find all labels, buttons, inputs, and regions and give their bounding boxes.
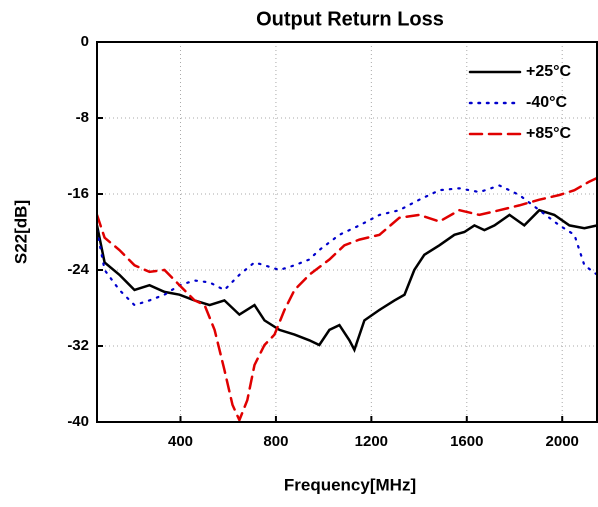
y-tick-label: 0 [81, 33, 89, 50]
x-tick-label: 800 [263, 433, 288, 450]
x-tick-label: 1200 [355, 433, 388, 450]
x-tick-label: 1600 [450, 433, 483, 450]
x-tick-label: 2000 [546, 433, 579, 450]
x-axis-label: Frequency[MHz] [284, 475, 416, 494]
x-tick-label: 400 [168, 433, 193, 450]
legend-label: -40°C [526, 94, 568, 111]
series-line [97, 176, 598, 422]
y-axis-label: S22[dB] [11, 200, 30, 264]
y-tick-label: -16 [67, 185, 89, 202]
legend-label: +25°C [526, 63, 572, 80]
plot-area [97, 176, 598, 422]
series-line [97, 184, 598, 307]
y-tick-label: -32 [67, 337, 89, 354]
legend-label: +85°C [526, 125, 572, 142]
y-tick-label: -8 [76, 109, 89, 126]
plot-frame [96, 41, 598, 423]
y-tick-label: -40 [67, 413, 89, 430]
series-line [97, 208, 598, 353]
chart-title: Output Return Loss [256, 8, 444, 30]
y-tick-label: -24 [67, 261, 89, 278]
